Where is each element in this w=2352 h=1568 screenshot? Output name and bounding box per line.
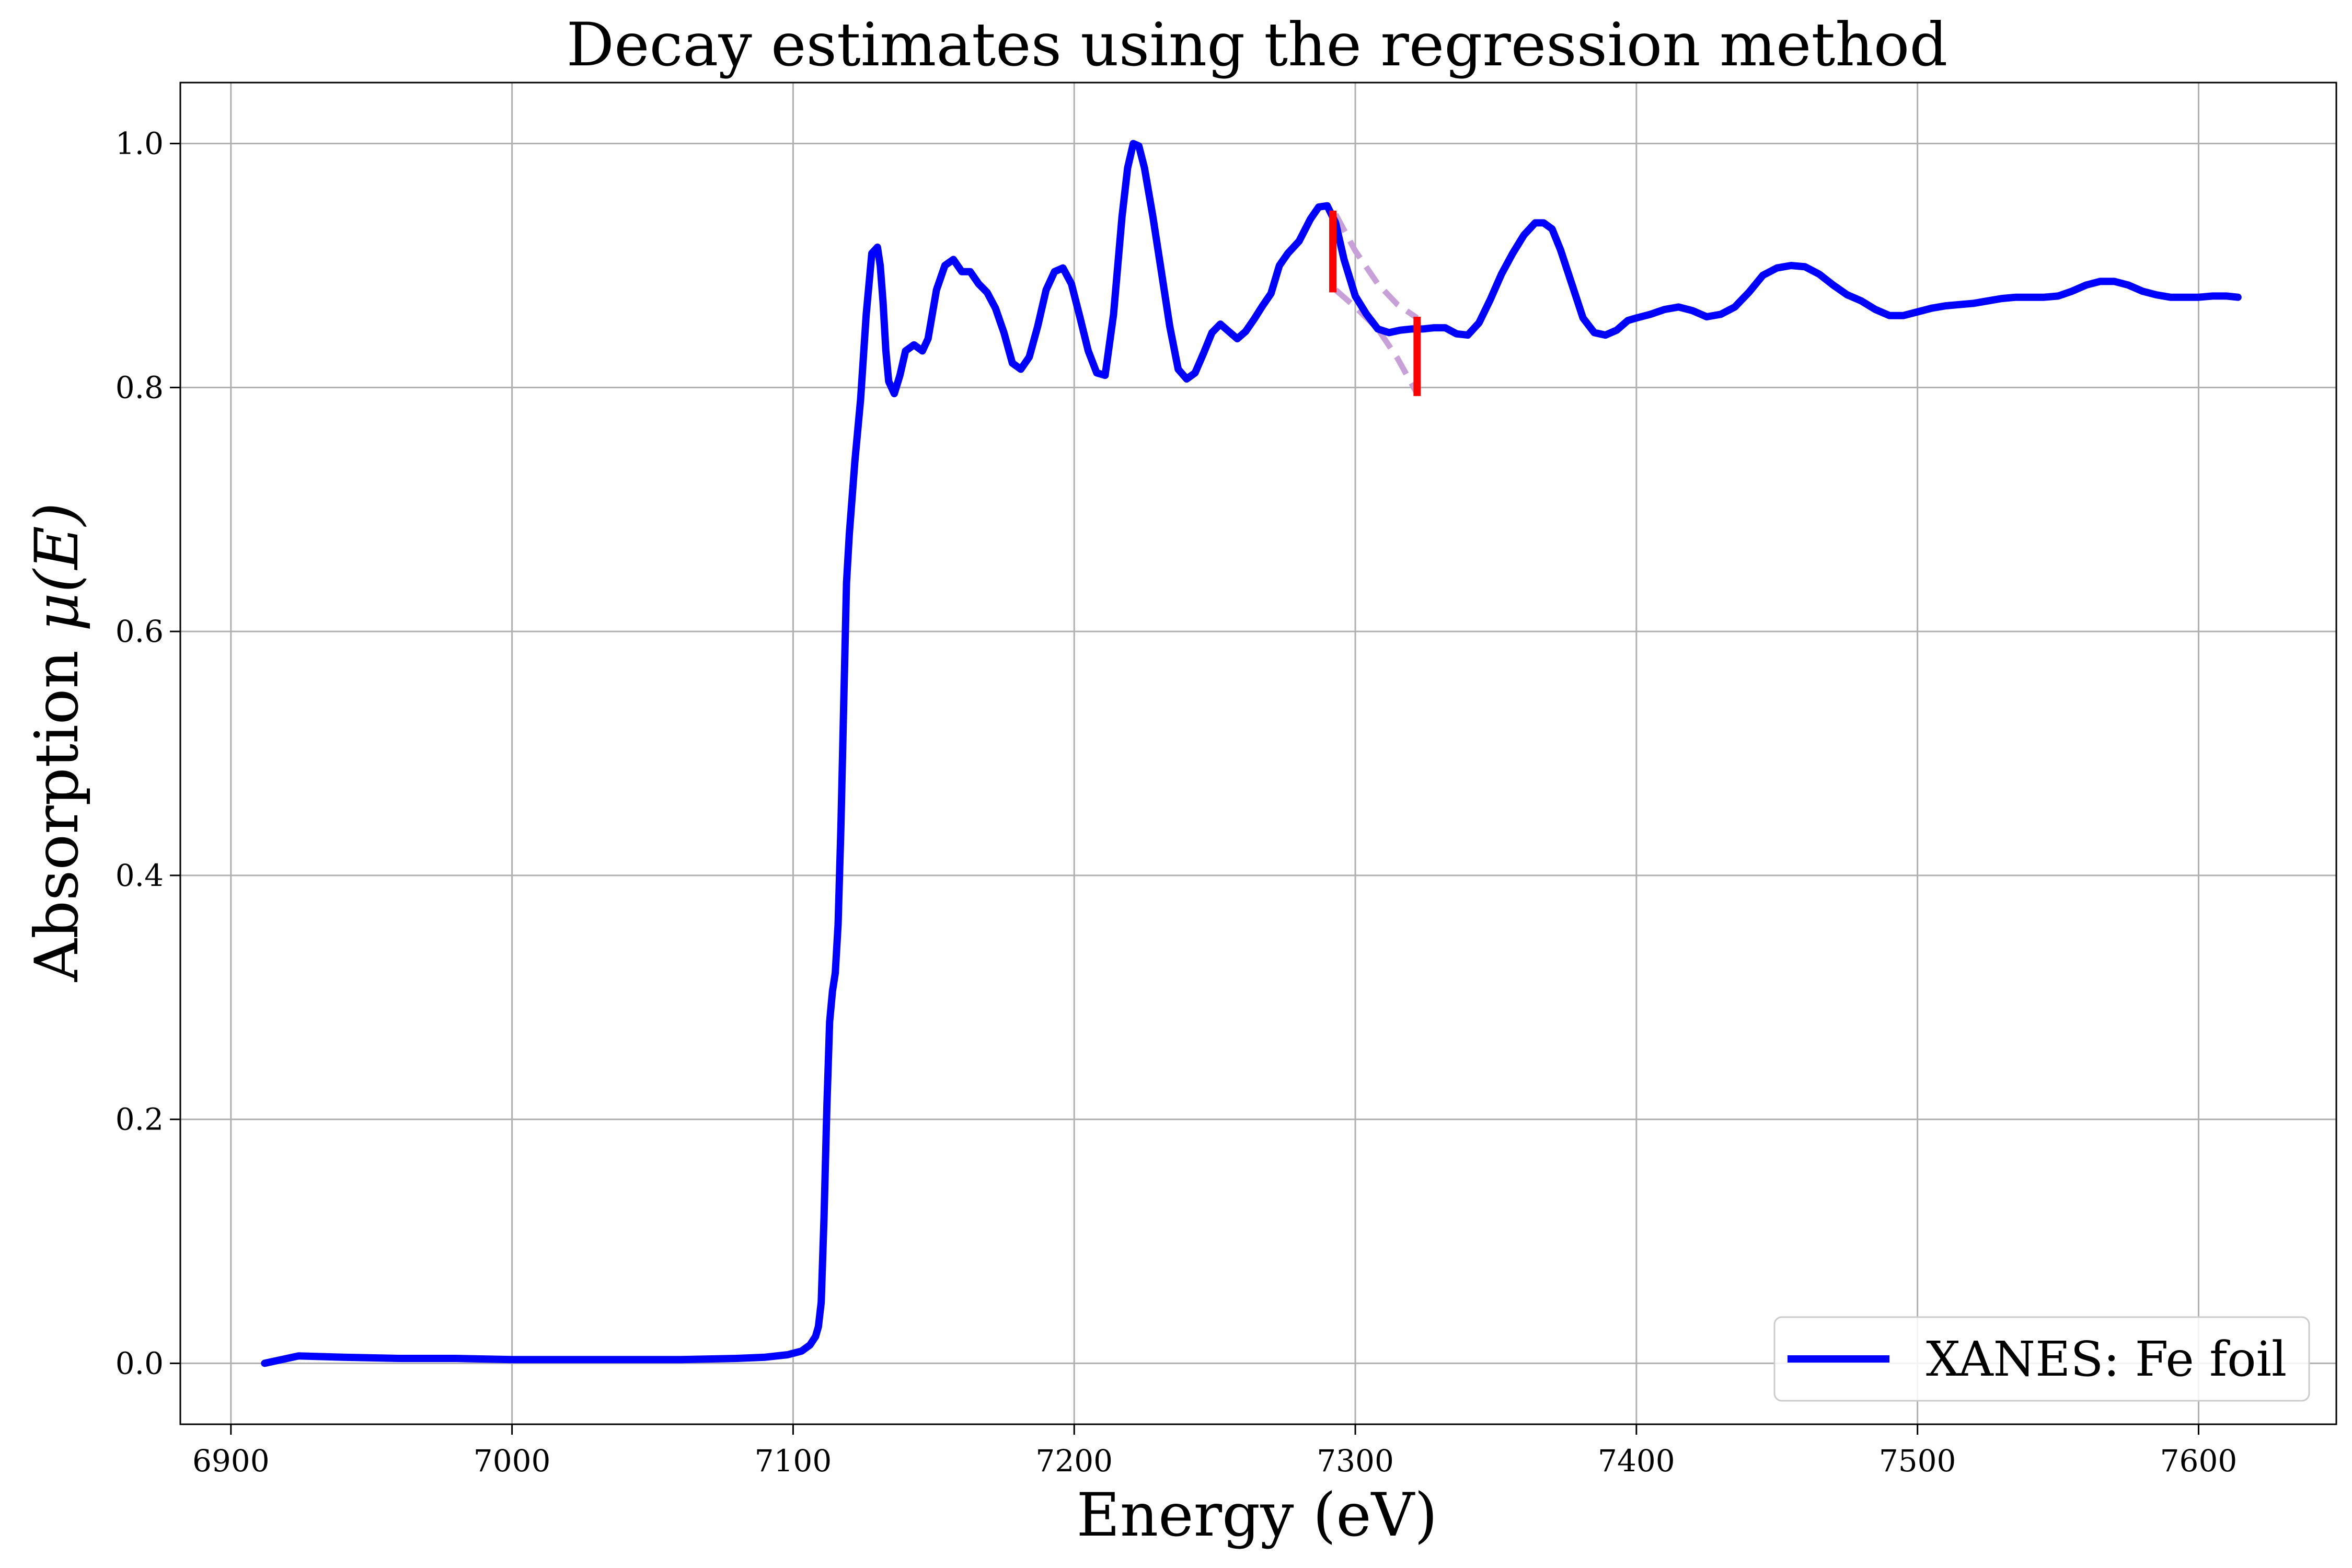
y-tick-label: 0.2 bbox=[116, 1102, 164, 1137]
x-tick-label: 7100 bbox=[755, 1443, 832, 1479]
x-tick-label: 7400 bbox=[1598, 1443, 1675, 1479]
x-tick-label: 7500 bbox=[1879, 1443, 1956, 1479]
y-axis-label-text: Absorption bbox=[22, 631, 91, 982]
grid bbox=[180, 83, 2336, 1424]
y-tick-label: 0.4 bbox=[116, 858, 164, 893]
y-axis-label: Absorption μ(E) bbox=[22, 503, 91, 983]
x-tick-label: 7200 bbox=[1035, 1443, 1113, 1479]
legend: XANES: Fe foil bbox=[1773, 1316, 2310, 1402]
y-tick-label: 1.0 bbox=[116, 126, 164, 162]
y-tick-label: 0.0 bbox=[116, 1345, 164, 1381]
decay-estimate-dashed-line bbox=[1333, 287, 1420, 395]
x-tick-label: 6900 bbox=[192, 1443, 270, 1479]
x-tick-label: 7300 bbox=[1317, 1443, 1394, 1479]
legend-label: XANES: Fe foil bbox=[1926, 1331, 2287, 1387]
x-tick-label: 7000 bbox=[474, 1443, 551, 1479]
x-axis-ticks: 6900 7000 7100 7200 7300 7400 7500 7600 bbox=[192, 1424, 2237, 1479]
series-line-xanes bbox=[261, 140, 2242, 1367]
x-tick-label: 7600 bbox=[2160, 1443, 2238, 1479]
series-layer bbox=[261, 140, 2242, 1367]
chart-title: Decay estimates using the regression met… bbox=[567, 10, 1948, 79]
y-tick-label: 0.6 bbox=[116, 614, 164, 649]
plot-frame bbox=[179, 82, 2337, 1425]
errorbar-layer bbox=[1329, 211, 1421, 396]
y-axis-ticks: 0.0 0.2 0.4 0.6 0.8 1.0 bbox=[116, 126, 180, 1381]
x-axis-label: Energy (eV) bbox=[1077, 1480, 1438, 1550]
y-axis-label-math: μ(E) bbox=[22, 503, 91, 631]
y-tick-label: 0.8 bbox=[116, 370, 164, 405]
legend-box bbox=[1773, 1316, 2310, 1402]
